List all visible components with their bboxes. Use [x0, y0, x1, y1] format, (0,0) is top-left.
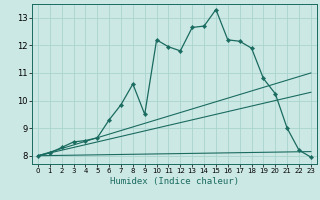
- X-axis label: Humidex (Indice chaleur): Humidex (Indice chaleur): [110, 177, 239, 186]
